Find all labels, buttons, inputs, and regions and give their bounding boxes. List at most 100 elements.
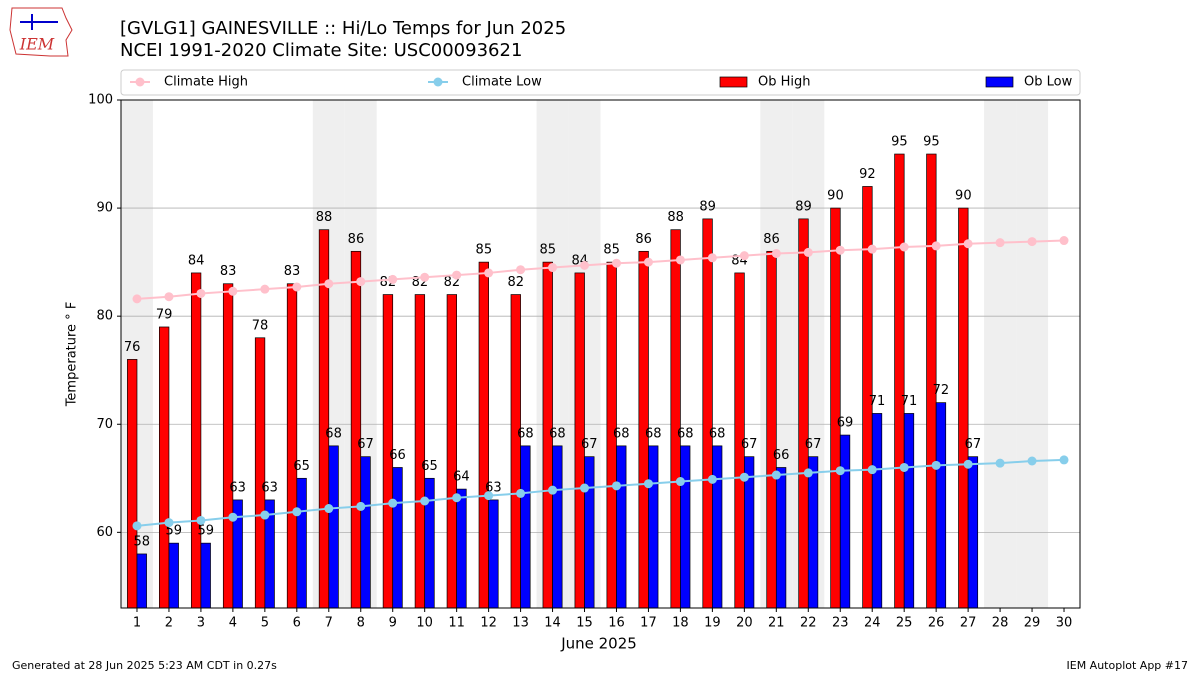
climate-point — [835, 245, 845, 255]
bar — [488, 499, 499, 609]
bar — [520, 445, 531, 609]
value-label: 83 — [284, 264, 301, 279]
bar — [958, 207, 969, 609]
climate-point — [228, 286, 238, 296]
value-label: 85 — [603, 243, 620, 258]
value-label: 67 — [357, 437, 374, 452]
x-tick-label: 25 — [896, 616, 913, 631]
value-label: 86 — [635, 232, 652, 247]
climate-point — [164, 292, 174, 302]
value-label: 68 — [517, 426, 534, 441]
climate-point — [132, 294, 142, 304]
climate-point — [420, 272, 430, 282]
climate-point — [867, 244, 877, 254]
bar — [478, 261, 489, 609]
climate-point — [675, 477, 685, 487]
logo: IEM — [9, 7, 73, 57]
value-label: 86 — [348, 232, 365, 247]
value-label: 90 — [955, 189, 972, 204]
climate-point — [324, 279, 334, 289]
bar — [510, 294, 521, 609]
climate-point — [963, 239, 973, 249]
x-tick-label: 18 — [672, 616, 689, 631]
bar — [159, 326, 170, 609]
climate-point — [484, 268, 494, 278]
climate-point — [899, 242, 909, 252]
climate-point — [739, 251, 749, 261]
logo-outline — [9, 7, 73, 57]
climate-line — [136, 458, 1065, 527]
bar — [584, 456, 595, 609]
value-label: 82 — [508, 275, 525, 290]
chart-subtitle: NCEI 1991-2020 Climate Site: USC00093621 — [120, 40, 522, 61]
x-tick-label: 7 — [325, 616, 333, 631]
x-tick-label: 1 — [133, 616, 141, 631]
value-label: 72 — [933, 383, 950, 398]
value-label: 63 — [229, 480, 246, 495]
climate-point — [931, 460, 941, 470]
bar — [839, 434, 851, 609]
climate-point — [420, 496, 430, 506]
climate-point — [611, 481, 621, 491]
value-label: 67 — [581, 437, 598, 452]
climate-point — [356, 501, 366, 511]
x-tick-label: 2 — [165, 616, 173, 631]
climate-point — [1027, 456, 1037, 466]
value-label: 59 — [165, 524, 182, 539]
legend-label: Climate High — [164, 75, 248, 90]
value-label: 68 — [549, 426, 566, 441]
climate-point — [484, 491, 494, 501]
climate-point — [356, 277, 366, 287]
x-tick-label: 16 — [608, 616, 625, 631]
x-tick-label: 12 — [480, 616, 497, 631]
value-label: 58 — [134, 534, 151, 549]
logo-text: IEM — [19, 35, 55, 54]
y-tick-label: 90 — [96, 201, 113, 216]
climate-point — [803, 247, 813, 257]
value-label: 85 — [476, 243, 493, 258]
bar — [392, 467, 403, 609]
x-tick-label: 26 — [928, 616, 945, 631]
value-label: 88 — [667, 210, 684, 225]
value-label: 64 — [453, 470, 470, 485]
footer-right: IEM Autoplot App #17 — [1067, 659, 1189, 672]
climate-point — [611, 258, 621, 268]
climate-point — [867, 465, 877, 475]
value-label: 63 — [261, 480, 278, 495]
value-label: 89 — [795, 199, 812, 214]
climate-point — [707, 474, 717, 484]
bar — [894, 153, 905, 609]
x-axis-label: June 2025 — [560, 635, 637, 653]
value-label: 68 — [645, 426, 662, 441]
x-tick-label: 4 — [229, 616, 237, 631]
value-label: 79 — [156, 307, 173, 322]
value-label: 92 — [859, 167, 876, 182]
value-label: 95 — [891, 135, 908, 150]
climate-point — [228, 512, 238, 522]
climate-point — [548, 485, 558, 495]
climate-point — [260, 510, 270, 520]
value-label: 59 — [197, 524, 214, 539]
bar — [967, 456, 979, 609]
x-tick-label: 10 — [416, 616, 433, 631]
y-tick-label: 80 — [96, 309, 113, 324]
x-tick-label: 21 — [768, 616, 785, 631]
climate-point — [516, 265, 526, 275]
climate-point — [580, 260, 590, 270]
climate-point — [548, 263, 558, 273]
legend-label: Ob Low — [1024, 75, 1073, 90]
value-label: 78 — [252, 318, 269, 333]
value-label: 71 — [901, 394, 918, 409]
value-label: 68 — [325, 426, 342, 441]
bar — [446, 294, 457, 609]
value-label: 69 — [837, 416, 854, 431]
value-label: 88 — [316, 210, 333, 225]
bar — [903, 413, 915, 609]
bar — [935, 402, 947, 609]
value-label: 68 — [677, 426, 694, 441]
x-tick-label: 13 — [512, 616, 529, 631]
climate-point — [196, 515, 206, 525]
bar — [414, 294, 426, 609]
x-tick-label: 3 — [197, 616, 205, 631]
value-label: 86 — [763, 232, 780, 247]
